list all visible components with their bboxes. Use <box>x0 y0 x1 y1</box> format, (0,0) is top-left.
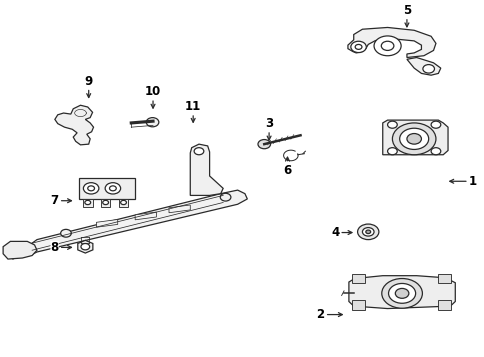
Circle shape <box>430 121 440 128</box>
Bar <box>83 199 92 207</box>
Circle shape <box>60 229 71 237</box>
Circle shape <box>357 224 378 240</box>
Circle shape <box>406 134 421 144</box>
Polygon shape <box>3 241 37 259</box>
Circle shape <box>422 65 434 73</box>
Circle shape <box>388 283 415 303</box>
Circle shape <box>430 148 440 155</box>
Bar <box>351 274 364 283</box>
Circle shape <box>257 140 270 149</box>
Circle shape <box>194 148 203 155</box>
Text: 5: 5 <box>402 4 410 27</box>
Bar <box>437 301 451 310</box>
Circle shape <box>220 193 230 201</box>
Text: 2: 2 <box>316 308 342 321</box>
Circle shape <box>121 200 126 205</box>
Circle shape <box>380 41 393 50</box>
Text: 3: 3 <box>264 117 272 140</box>
Circle shape <box>109 186 116 191</box>
Circle shape <box>381 278 422 308</box>
Polygon shape <box>348 276 454 308</box>
Circle shape <box>146 117 158 127</box>
Text: 11: 11 <box>185 100 201 122</box>
Polygon shape <box>347 27 435 57</box>
Polygon shape <box>135 212 156 220</box>
Circle shape <box>88 186 94 191</box>
Text: 9: 9 <box>84 75 92 97</box>
Polygon shape <box>8 190 247 259</box>
Text: 6: 6 <box>283 157 291 177</box>
Circle shape <box>365 230 370 233</box>
Circle shape <box>81 243 90 250</box>
Polygon shape <box>55 105 93 145</box>
Polygon shape <box>168 205 190 213</box>
Circle shape <box>83 183 99 194</box>
Bar <box>351 301 364 310</box>
Circle shape <box>354 44 361 49</box>
Circle shape <box>85 200 91 205</box>
Text: 4: 4 <box>330 226 351 239</box>
Circle shape <box>387 121 396 128</box>
FancyBboxPatch shape <box>79 178 135 199</box>
Circle shape <box>387 148 396 155</box>
Circle shape <box>350 41 365 52</box>
Circle shape <box>399 128 428 150</box>
Text: 10: 10 <box>145 85 161 108</box>
Text: 8: 8 <box>50 241 71 254</box>
Bar <box>119 199 128 207</box>
Circle shape <box>105 183 121 194</box>
Polygon shape <box>96 220 118 227</box>
Polygon shape <box>406 57 440 75</box>
Circle shape <box>103 200 108 205</box>
Bar <box>101 199 110 207</box>
Text: 7: 7 <box>50 194 71 207</box>
Circle shape <box>392 123 435 155</box>
Polygon shape <box>382 120 447 155</box>
Polygon shape <box>77 240 92 253</box>
Circle shape <box>362 228 373 236</box>
Circle shape <box>373 36 400 56</box>
Bar <box>437 274 451 283</box>
Circle shape <box>394 288 408 298</box>
Polygon shape <box>190 144 223 195</box>
Text: 1: 1 <box>449 175 476 188</box>
